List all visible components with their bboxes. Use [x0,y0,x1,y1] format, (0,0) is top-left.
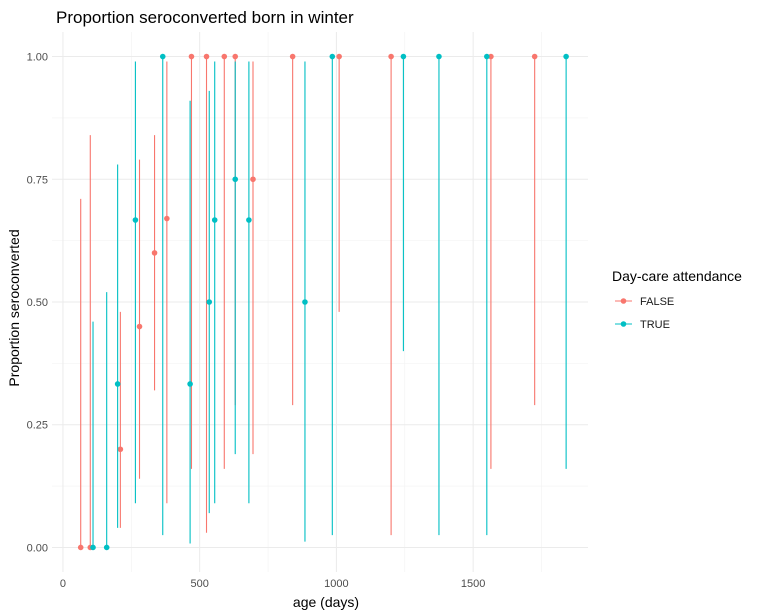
data-point [388,53,394,60]
series-layer [77,53,569,551]
data-point [151,250,158,256]
y-tick-label: 0.00 [27,542,48,554]
data-point [114,381,121,387]
data-point [436,53,442,60]
series-true [90,53,569,551]
data-point [302,299,308,305]
data-point [221,53,228,60]
legend-items: FALSE TRUE [615,296,674,331]
data-point [117,446,124,453]
data-point [187,381,193,387]
data-point [90,544,96,551]
chart-title: Proportion seroconverted born in winter [56,8,354,27]
x-tick-label: 0 [60,578,66,590]
legend-label: FALSE [640,296,674,308]
data-point [203,53,210,60]
data-point [211,217,218,223]
legend-item-true: TRUE [615,319,670,331]
data-point [232,176,239,183]
grid [52,32,588,572]
data-point [531,53,538,60]
data-point [484,53,490,60]
data-point [132,217,139,223]
data-point [136,323,143,330]
x-tick-label: 1000 [324,578,348,590]
y-axis-title: Proportion seroconverted [6,229,22,386]
legend-title: Day-care attendance [612,268,742,284]
x-tick-label: 500 [190,578,208,590]
y-tick-label: 0.25 [27,420,48,432]
data-point [164,215,170,222]
legend-key-point [620,321,627,327]
data-point [563,53,569,60]
y-tick-label: 1.00 [27,52,48,64]
legend-item-false: FALSE [615,296,674,308]
data-point [232,53,239,60]
data-point [488,53,494,60]
data-point [206,299,213,305]
x-axis-title: age (days) [293,594,359,610]
data-point [400,53,407,60]
y-tick-label: 0.50 [27,297,48,309]
data-point [188,53,195,60]
data-point [329,53,336,60]
data-point [77,544,84,551]
data-point [246,217,252,223]
data-point [250,176,256,183]
legend-label: TRUE [640,319,670,331]
y-tick-label: 0.75 [27,174,48,186]
tick-labels: 0 500 1000 1500 0.00 0.25 0.50 0.75 1.00 [27,52,486,590]
data-point [289,53,296,60]
legend: Day-care attendance FALSE TRUE [612,268,742,331]
data-point [159,53,166,60]
data-point [336,53,342,60]
legend-key-point [620,298,627,304]
x-tick-label: 1500 [461,578,485,590]
data-point [103,544,110,551]
